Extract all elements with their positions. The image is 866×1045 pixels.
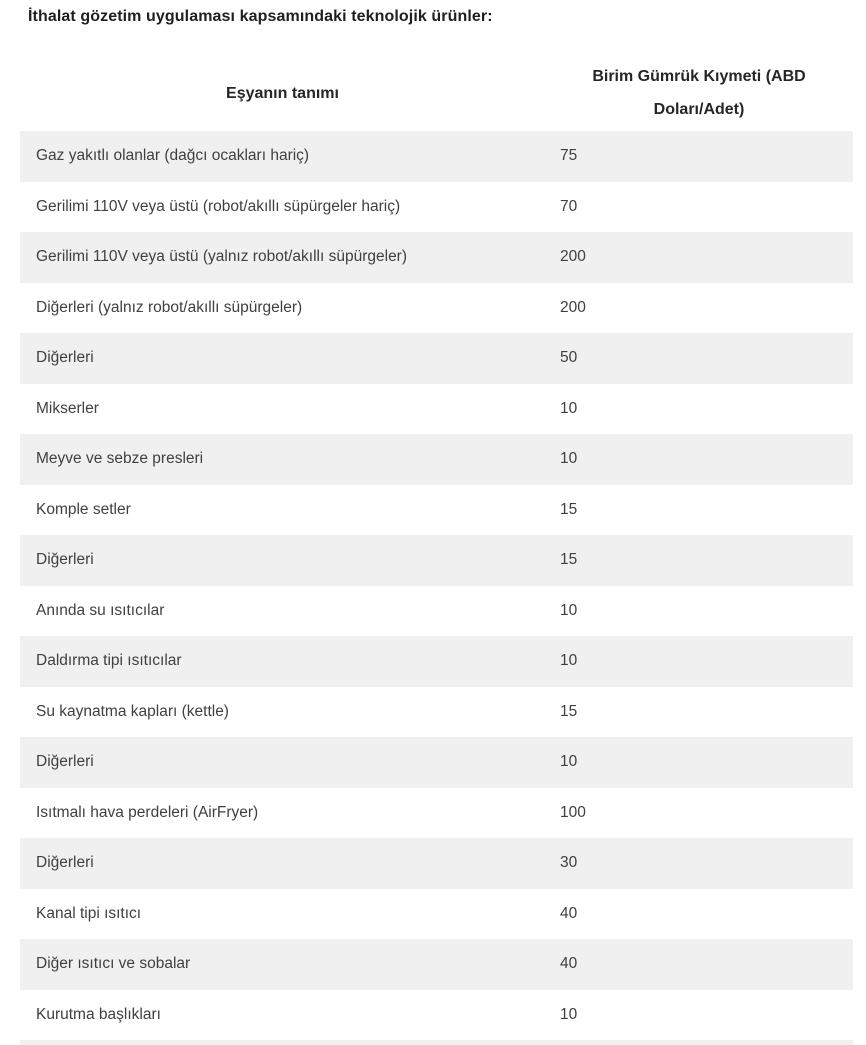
- unit-value-cell: 15: [560, 500, 578, 518]
- product-name-cell: Komple setler: [36, 500, 131, 518]
- table-row: Komple setler 15: [20, 484, 853, 535]
- table-row: Diğerleri 50: [20, 333, 853, 384]
- product-name-cell: Isıtmalı hava perdeleri (AirFryer): [36, 803, 259, 821]
- unit-value-cell: 10: [560, 1005, 578, 1023]
- product-name-cell: Su kaynatma kapları (kettle): [36, 702, 229, 720]
- table-row: Gaz yakıtlı olanlar (dağcı ocakları hari…: [20, 131, 853, 182]
- table-row: Meyve ve sebze presleri 10: [20, 434, 853, 485]
- product-name-cell: Gerilimi 110V veya üstü (yalnız robot/ak…: [36, 248, 408, 266]
- page-title: İthalat gözetim uygulaması kapsamındaki …: [28, 8, 493, 25]
- table-row: Diğer ısıtıcı ve sobalar 40: [20, 939, 853, 990]
- unit-value-cell: 50: [560, 349, 578, 367]
- table-row: Kanal tipi ısıtıcı 40: [20, 888, 853, 939]
- product-name-cell: Daldırma tipi ısıtıcılar: [36, 652, 182, 670]
- products-table: Eşyanın tanımı Birim Gümrük Kıymeti (ABD…: [20, 55, 853, 1045]
- column-header-unit-customs-value: Birim Gümrük Kıymeti (ABD Doları/Adet): [592, 68, 806, 118]
- table-row: Gerilimi 110V veya üstü (yalnız robot/ak…: [20, 232, 853, 283]
- table-row: Diğerleri 30: [20, 838, 853, 889]
- unit-value-cell: 40: [560, 955, 578, 973]
- table-row: Kurutma başlıkları 10: [20, 989, 853, 1040]
- product-name-cell: Kurutma başlıkları: [36, 1005, 161, 1023]
- product-name-cell: Diğerleri: [36, 753, 94, 771]
- product-name-cell: Mikserler: [36, 399, 99, 417]
- product-name-cell: Diğerleri: [36, 349, 94, 367]
- table-row: Su kaynatma kapları (kettle) 15: [20, 686, 853, 737]
- partial-next-row: [20, 1040, 853, 1045]
- unit-value-cell: 10: [560, 601, 578, 619]
- unit-value-cell: 10: [560, 753, 578, 771]
- table-row: Diğerleri 10: [20, 737, 853, 788]
- column-header-product-description: Eşyanın tanımı: [226, 84, 339, 102]
- unit-value-cell: 70: [560, 197, 578, 215]
- table-row: Daldırma tipi ısıtıcılar 10: [20, 636, 853, 687]
- table-row: Isıtmalı hava perdeleri (AirFryer) 100: [20, 787, 853, 838]
- product-name-cell: Diğerleri: [36, 854, 94, 872]
- unit-value-cell: 40: [560, 904, 578, 922]
- unit-value-cell: 10: [560, 652, 578, 670]
- product-name-cell: Gerilimi 110V veya üstü (robot/akıllı sü…: [36, 197, 401, 215]
- unit-value-cell: 15: [560, 702, 578, 720]
- unit-value-cell: 100: [560, 803, 586, 821]
- table-body: Gaz yakıtlı olanlar (dağcı ocakları hari…: [20, 131, 853, 1045]
- table-header-row: Eşyanın tanımı Birim Gümrük Kıymeti (ABD…: [20, 55, 853, 131]
- table-row: Gerilimi 110V veya üstü (robot/akıllı sü…: [20, 181, 853, 232]
- product-name-cell: Diğerleri: [36, 551, 94, 569]
- product-name-cell: Diğerleri (yalnız robot/akıllı süpürgele…: [36, 298, 303, 316]
- unit-value-cell: 15: [560, 551, 578, 569]
- product-name-cell: Diğer ısıtıcı ve sobalar: [36, 955, 191, 973]
- product-name-cell: Gaz yakıtlı olanlar (dağcı ocakları hari…: [36, 147, 310, 165]
- table-row: Anında su ısıtıcılar 10: [20, 585, 853, 636]
- unit-value-cell: 200: [560, 248, 586, 266]
- product-name-cell: Meyve ve sebze presleri: [36, 450, 204, 468]
- product-name-cell: Anında su ısıtıcılar: [36, 601, 165, 619]
- unit-value-cell: 10: [560, 450, 578, 468]
- product-name-cell: Kanal tipi ısıtıcı: [36, 904, 142, 922]
- table-row: Diğerleri (yalnız robot/akıllı süpürgele…: [20, 282, 853, 333]
- table-row: Mikserler 10: [20, 383, 853, 434]
- unit-value-cell: 30: [560, 854, 578, 872]
- unit-value-cell: 75: [560, 147, 578, 165]
- unit-value-cell: 200: [560, 298, 586, 316]
- unit-value-cell: 10: [560, 399, 578, 417]
- table-row: Diğerleri 15: [20, 535, 853, 586]
